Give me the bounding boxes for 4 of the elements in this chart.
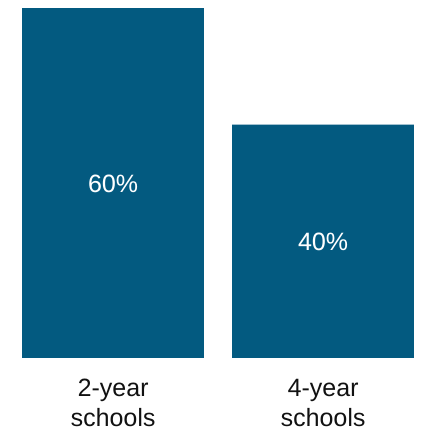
data-label: 60%	[88, 170, 138, 198]
x-tick-label: 4-year schools	[280, 374, 366, 432]
x-tick-label: 2-year schools	[70, 374, 156, 432]
data-label: 40%	[298, 228, 348, 256]
